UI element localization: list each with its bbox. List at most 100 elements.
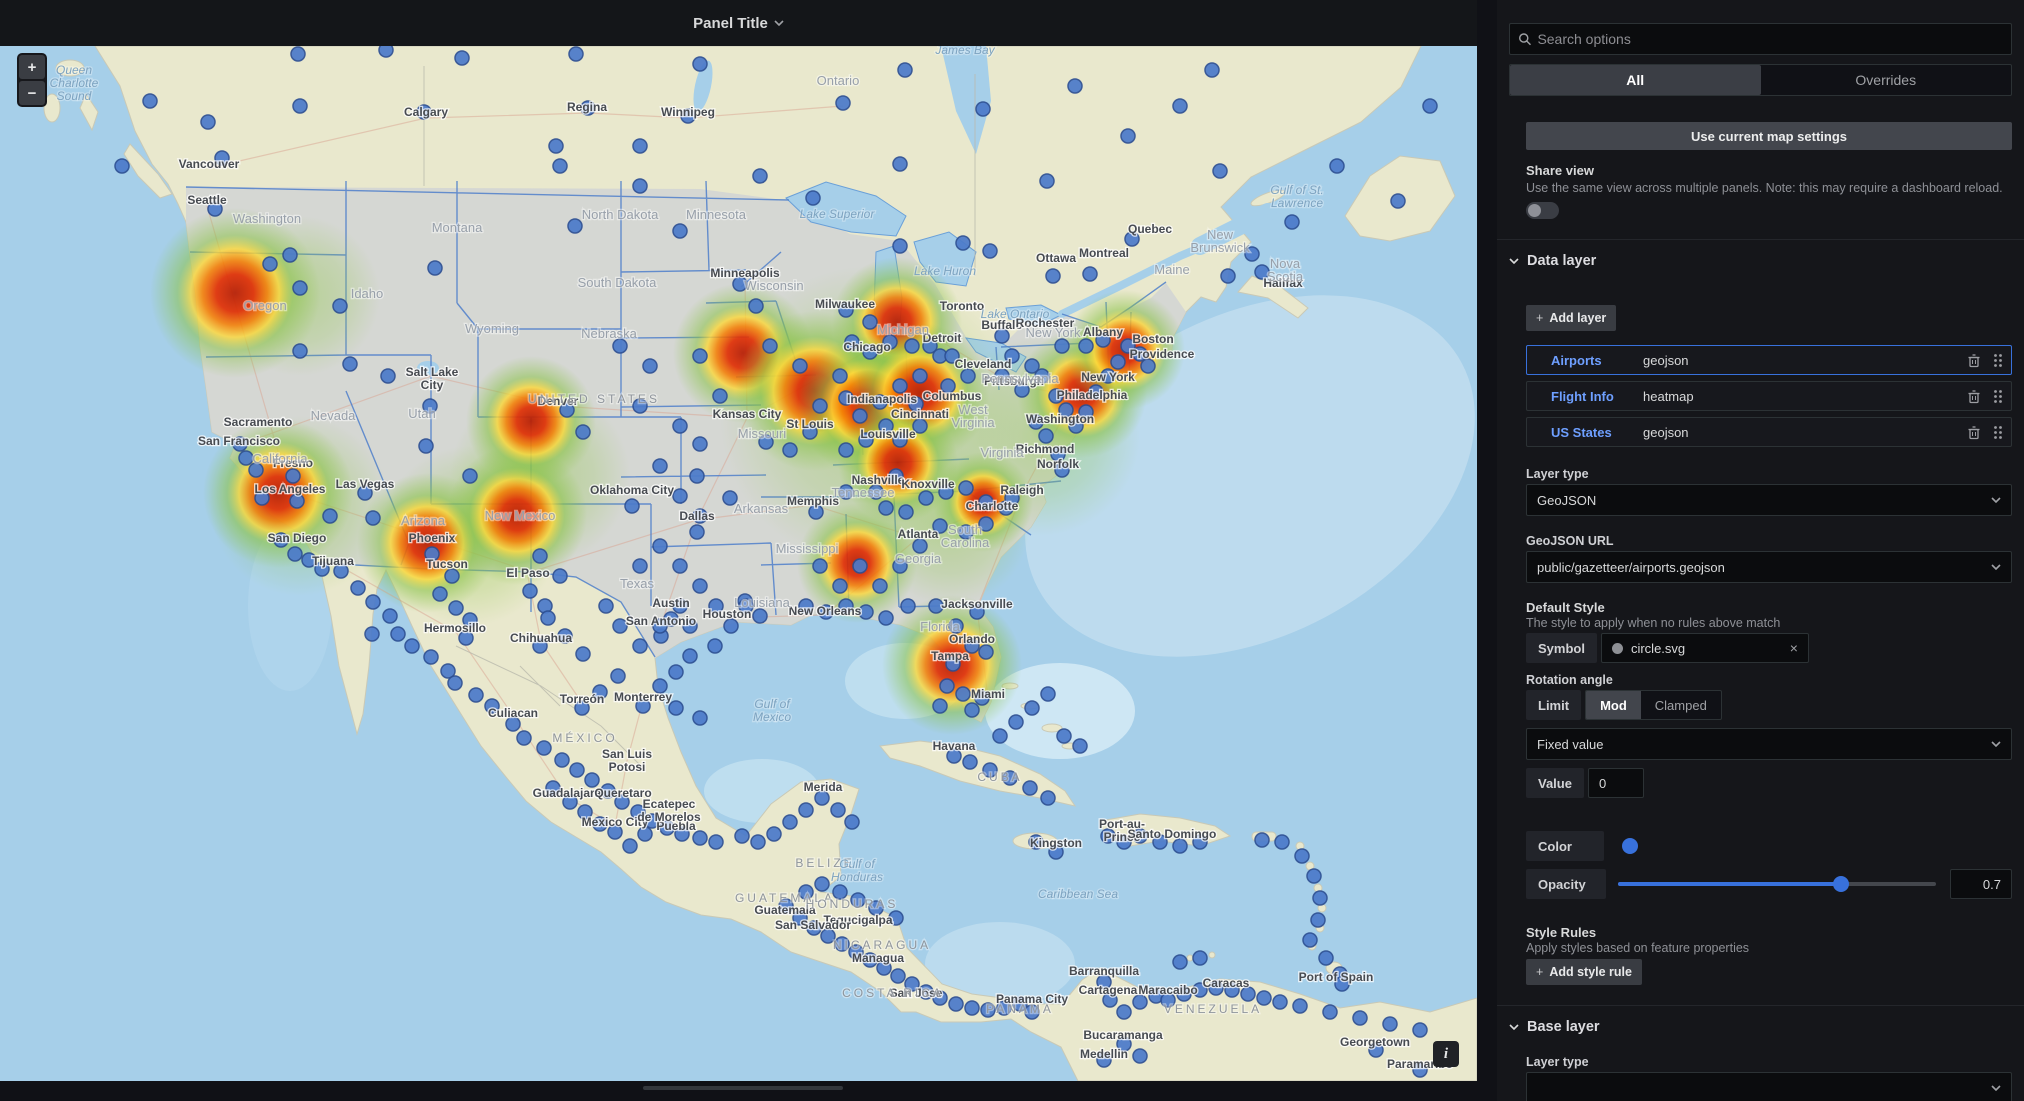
airport-marker[interactable] (540, 610, 556, 626)
airport-marker[interactable] (516, 730, 532, 746)
airport-marker[interactable] (838, 598, 854, 614)
airport-marker[interactable] (672, 418, 688, 434)
airport-marker[interactable] (712, 388, 728, 404)
horizontal-scrollbar[interactable] (643, 1086, 843, 1090)
layer-name[interactable]: US States (1551, 424, 1612, 440)
clear-icon[interactable]: × (1789, 640, 1798, 656)
airport-marker[interactable] (458, 630, 474, 646)
airport-marker[interactable] (1172, 838, 1188, 854)
airport-marker[interactable] (1012, 996, 1028, 1012)
airport-marker[interactable] (738, 598, 754, 614)
airport-marker[interactable] (955, 686, 971, 702)
airport-marker[interactable] (632, 398, 648, 414)
airport-marker[interactable] (1096, 1052, 1112, 1068)
airport-marker[interactable] (1078, 404, 1094, 420)
airport-marker[interactable] (448, 600, 464, 616)
airport-marker[interactable] (592, 816, 608, 832)
airport-marker[interactable] (758, 434, 774, 450)
opacity-slider[interactable] (1618, 869, 1936, 899)
airport-marker[interactable] (248, 462, 264, 478)
airport-marker[interactable] (1054, 462, 1070, 478)
airport-marker[interactable] (814, 790, 830, 806)
share-view-toggle[interactable] (1526, 202, 1559, 219)
airport-marker[interactable] (1045, 268, 1061, 284)
airport-marker[interactable] (1004, 348, 1020, 364)
layer-name[interactable]: Airports (1551, 352, 1602, 368)
airport-marker[interactable] (1024, 358, 1040, 374)
airport-marker[interactable] (868, 900, 884, 916)
rotation-clamped-option[interactable]: Clamped (1654, 697, 1707, 713)
airport-marker[interactable] (1176, 986, 1192, 1002)
airport-marker[interactable] (805, 190, 821, 206)
airport-marker[interactable] (748, 298, 764, 314)
airport-marker[interactable] (707, 638, 723, 654)
airport-marker[interactable] (342, 356, 358, 372)
airport-marker[interactable] (1412, 1062, 1428, 1078)
airport-marker[interactable] (928, 598, 944, 614)
airport-marker[interactable] (734, 828, 750, 844)
airport-marker[interactable] (876, 960, 892, 976)
airport-marker[interactable] (682, 648, 698, 664)
airport-marker[interactable] (806, 920, 822, 936)
airport-marker[interactable] (858, 432, 874, 448)
airport-marker[interactable] (1004, 490, 1020, 506)
trash-icon[interactable] (1967, 389, 1981, 404)
airport-marker[interactable] (635, 698, 651, 714)
airport-marker[interactable] (940, 378, 956, 394)
search-input[interactable] (1537, 31, 2003, 47)
airport-marker[interactable] (462, 468, 478, 484)
airport-marker[interactable] (332, 298, 348, 314)
trash-icon[interactable] (1967, 425, 1981, 440)
airport-marker[interactable] (1160, 992, 1176, 1008)
airport-marker[interactable] (898, 504, 914, 520)
airport-marker[interactable] (404, 638, 420, 654)
airport-marker[interactable] (752, 168, 768, 184)
airport-marker[interactable] (692, 436, 708, 452)
airport-marker[interactable] (432, 586, 448, 602)
airport-marker[interactable] (1140, 358, 1156, 374)
airport-marker[interactable] (892, 378, 908, 394)
opacity-value[interactable]: 0.7 (1950, 869, 2012, 899)
airport-marker[interactable] (505, 716, 521, 732)
airport-marker[interactable] (848, 944, 864, 960)
airport-marker[interactable] (750, 834, 766, 850)
airport-marker[interactable] (652, 678, 668, 694)
airport-marker[interactable] (642, 358, 658, 374)
airport-marker[interactable] (652, 618, 668, 634)
airport-marker[interactable] (447, 675, 463, 691)
airport-marker[interactable] (978, 494, 994, 510)
airport-marker[interactable] (1272, 994, 1288, 1010)
airport-marker[interactable] (674, 826, 690, 842)
airport-marker[interactable] (798, 598, 814, 614)
airport-marker[interactable] (552, 568, 568, 584)
airport-marker[interactable] (1254, 264, 1270, 280)
use-current-map-settings-button[interactable]: Use current map settings (1526, 122, 2012, 150)
airport-marker[interactable] (938, 484, 954, 500)
airport-marker[interactable] (802, 424, 818, 440)
airport-marker[interactable] (1078, 338, 1094, 354)
airport-marker[interactable] (1172, 954, 1188, 970)
airport-marker[interactable] (1132, 994, 1148, 1010)
fixed-value-select[interactable]: Fixed value (1526, 728, 2012, 760)
airport-marker[interactable] (892, 238, 908, 254)
airport-marker[interactable] (1088, 384, 1104, 400)
airport-marker[interactable] (612, 338, 628, 354)
airport-marker[interactable] (1422, 98, 1438, 114)
airport-marker[interactable] (922, 338, 938, 354)
airport-marker[interactable] (1028, 834, 1044, 850)
tab-all[interactable]: All (1510, 65, 1761, 95)
airport-marker[interactable] (569, 762, 585, 778)
airport-marker[interactable] (904, 976, 920, 992)
airport-marker[interactable] (958, 524, 974, 540)
airport-marker[interactable] (114, 158, 130, 174)
airport-marker[interactable] (659, 820, 675, 836)
airport-marker[interactable] (600, 783, 616, 799)
data-layer-section-header[interactable]: Data layer (1509, 253, 2012, 269)
airport-marker[interactable] (978, 644, 994, 660)
layer-row-flight-info[interactable]: Flight Info heatmap (1526, 381, 2012, 411)
airport-marker[interactable] (562, 794, 578, 810)
airport-marker[interactable] (1312, 890, 1328, 906)
airport-marker[interactable] (932, 990, 948, 1006)
airport-marker[interactable] (462, 612, 478, 628)
airport-marker[interactable] (708, 834, 724, 850)
